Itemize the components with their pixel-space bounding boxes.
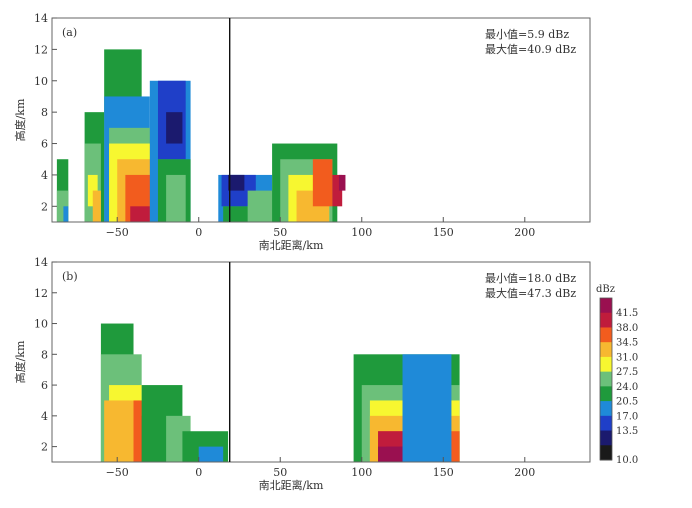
y-tick-label: 6 — [41, 138, 48, 151]
colorbar-swatch — [600, 401, 612, 417]
panel-label: (b) — [62, 270, 78, 283]
x-axis-label: 南北距离/km — [259, 238, 324, 252]
reflectivity-cell — [166, 174, 186, 222]
y-axis-label: 高度/km — [13, 340, 27, 383]
colorbar-swatch — [600, 342, 612, 358]
reflectivity-cell — [402, 354, 452, 462]
min-value-note: 最小值=5.9 dBz — [485, 28, 569, 41]
colorbar-level-label: 13.5 — [616, 426, 638, 437]
panel-label: (a) — [62, 26, 77, 39]
x-tick-label: 200 — [514, 466, 535, 479]
colorbar-level-label: 10.0 — [616, 455, 638, 466]
reflectivity-cell — [130, 206, 150, 222]
colorbar-swatch — [600, 415, 612, 432]
y-tick-label: 2 — [41, 441, 48, 454]
reflectivity-cell — [312, 159, 333, 207]
min-value-note: 最小值=18.0 dBz — [485, 272, 576, 285]
reflectivity-field — [56, 49, 346, 223]
x-axis-label: 南北距离/km — [259, 478, 324, 492]
plot-frame — [51, 261, 591, 463]
x-tick-label: −50 — [106, 466, 129, 479]
y-tick-label: 10 — [34, 75, 48, 88]
colorbar-level-label: 17.0 — [616, 411, 638, 422]
colorbar-level-label: 24.0 — [616, 382, 638, 393]
colorbar-level-label: 34.5 — [616, 338, 638, 349]
colorbar-swatch — [600, 356, 612, 373]
plot-frame — [51, 17, 591, 223]
x-tick-label: 0 — [195, 226, 202, 239]
x-tick-label: 50 — [273, 466, 287, 479]
reflectivity-cell — [338, 174, 346, 191]
y-axis-label: 高度/km — [13, 98, 27, 141]
reflectivity-cell — [63, 206, 69, 222]
y-tick-label: 12 — [34, 287, 48, 300]
y-tick-label: 4 — [41, 169, 48, 182]
reflectivity-cell — [228, 174, 245, 191]
x-tick-label: 100 — [351, 226, 372, 239]
colorbar-level-label: 31.0 — [616, 352, 638, 363]
y-tick-label: 10 — [34, 318, 48, 331]
reflectivity-cell — [332, 174, 343, 207]
panel-a: −50 0 50 100 150 200 2 4 6 8 10 12 14 南北距离/km 高度/km (a)… — [13, 12, 591, 252]
reflectivity-cell — [198, 446, 224, 462]
x-tick-label: 150 — [433, 466, 454, 479]
colorbar-swatch — [600, 298, 612, 314]
y-tick-label: 14 — [34, 256, 48, 269]
colorbar: 10.0 13.5 17.0 20.5 24.0 27.5 31.0 34.5 38.0 41.5… — [596, 284, 638, 466]
colorbar-level-label: 27.5 — [616, 367, 638, 378]
y-tick-label: 8 — [41, 106, 48, 119]
colorbar-level-label: 38.0 — [616, 323, 638, 334]
colorbar-swatch — [600, 386, 612, 402]
reflectivity-cell — [92, 190, 101, 222]
reflectivity-cell — [56, 190, 69, 222]
y-tick-label: 8 — [41, 348, 48, 361]
x-tick-label: 150 — [433, 226, 454, 239]
y-tick-label: 14 — [34, 12, 48, 25]
max-value-note: 最大值=47.3 dBz — [485, 286, 576, 300]
x-tick-label: 200 — [514, 226, 535, 239]
colorbar-unit: dBz — [596, 284, 615, 295]
y-tick-label: 4 — [41, 410, 48, 423]
x-tick-label: 0 — [195, 466, 202, 479]
colorbar-swatch — [600, 327, 612, 343]
colorbar-swatch — [600, 371, 612, 387]
y-tick-label: 2 — [41, 200, 48, 213]
x-tick-label: 50 — [273, 226, 287, 239]
colorbar-level-label: 41.5 — [616, 308, 638, 319]
reflectivity-cell — [166, 112, 183, 144]
x-tick-label: −50 — [106, 226, 129, 239]
reflectivity-field — [100, 323, 460, 462]
colorbar-frame — [599, 297, 613, 461]
y-tick-label: 6 — [41, 379, 48, 392]
colorbar-swatch — [600, 445, 612, 461]
x-tick-label: 100 — [351, 466, 372, 479]
colorbar-level-label: 20.5 — [616, 397, 638, 408]
panel-b: −50 0 50 100 150 200 2 4 6 8 10 12 14 南北距离/km 高度/km (b)… — [13, 256, 591, 492]
max-value-note: 最大值=40.9 dBz — [485, 42, 576, 56]
colorbar-swatch — [600, 430, 612, 446]
y-tick-label: 12 — [34, 43, 48, 56]
colorbar-swatch — [600, 312, 612, 328]
